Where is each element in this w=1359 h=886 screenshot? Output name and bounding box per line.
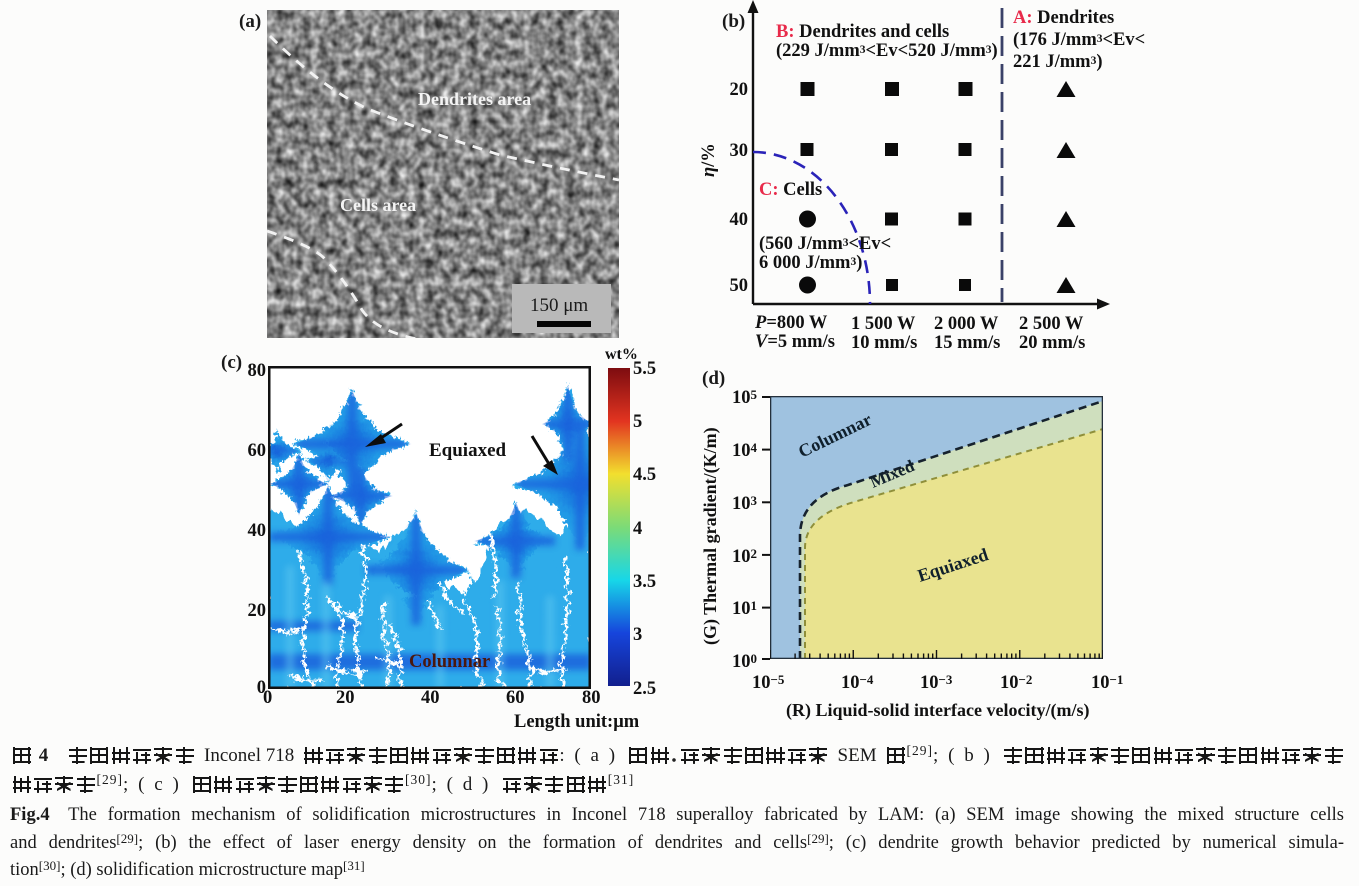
svg-text:Dendrites area: Dendrites area [418, 89, 531, 109]
svg-text:Cells area: Cells area [340, 195, 416, 215]
svg-text:150 μm: 150 μm [530, 295, 588, 316]
